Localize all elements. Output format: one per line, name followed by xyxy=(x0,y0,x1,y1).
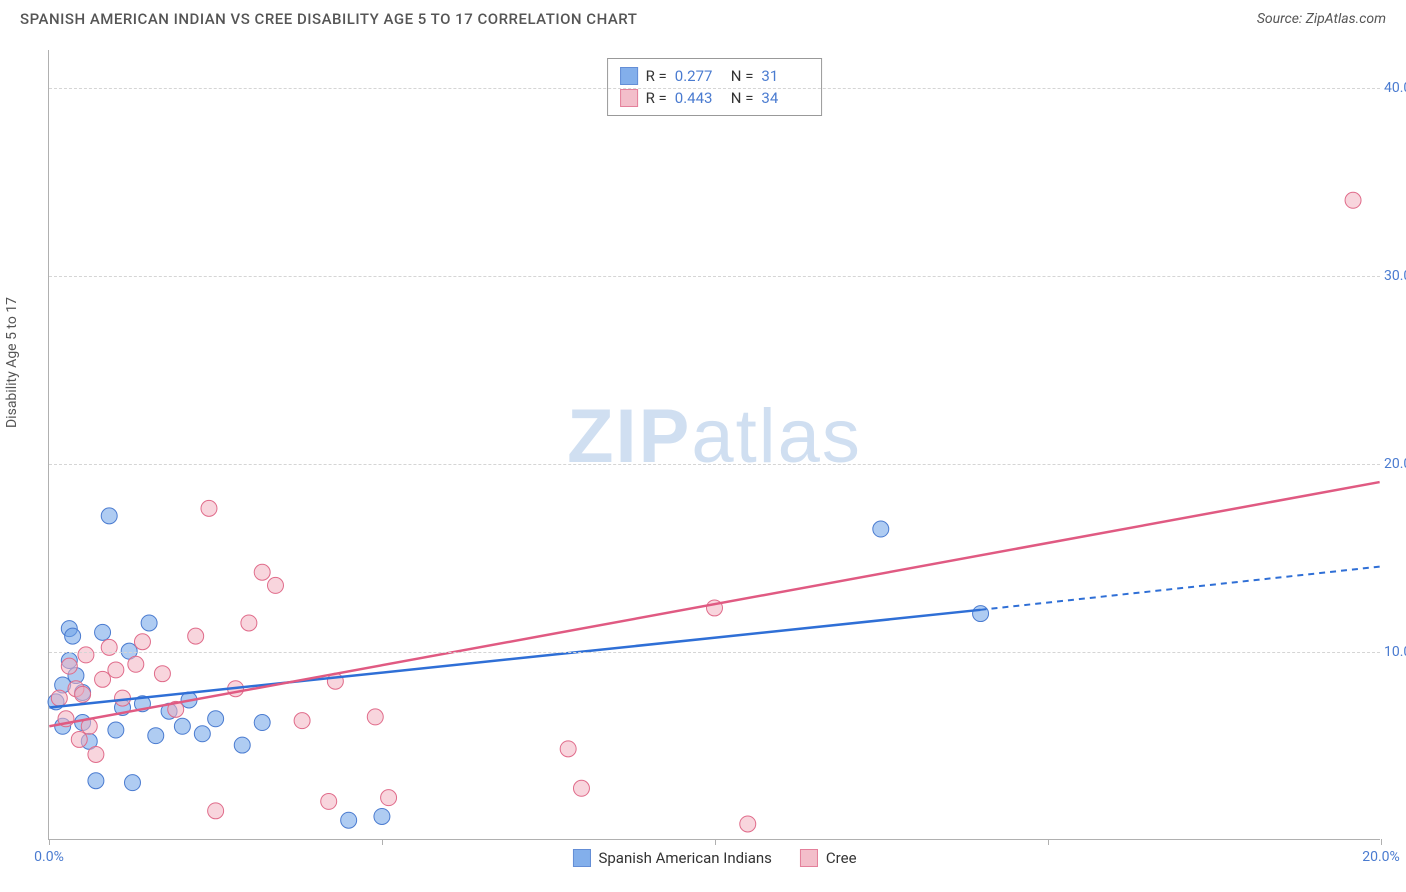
data-point xyxy=(78,647,94,663)
data-point xyxy=(208,711,224,727)
x-tick xyxy=(382,839,383,845)
data-point xyxy=(148,728,164,744)
r-value-2: 0.443 xyxy=(675,89,723,107)
data-point xyxy=(374,808,390,824)
n-label-1: N = xyxy=(731,67,754,85)
data-point xyxy=(241,615,257,631)
n-label-2: N = xyxy=(731,89,754,107)
data-point xyxy=(740,816,756,832)
data-point xyxy=(65,628,81,644)
data-point xyxy=(71,731,87,747)
scatter-svg xyxy=(49,50,1380,839)
data-point xyxy=(873,521,889,537)
gridline-h xyxy=(49,88,1380,89)
data-point xyxy=(194,726,210,742)
data-point xyxy=(254,564,270,580)
legend: Spanish American Indians Cree xyxy=(572,849,856,867)
data-point xyxy=(141,615,157,631)
data-point xyxy=(268,577,284,593)
n-value-1: 31 xyxy=(761,67,809,85)
data-point xyxy=(51,690,67,706)
stats-row-series1: R = 0.277 N = 31 xyxy=(620,65,810,87)
swatch-series2 xyxy=(620,89,638,107)
x-tick xyxy=(49,839,50,845)
data-point xyxy=(154,666,170,682)
legend-label-2: Cree xyxy=(826,849,857,867)
data-point xyxy=(174,718,190,734)
x-tick-label: 0.0% xyxy=(34,849,64,865)
chart-plot-area: ZIPatlas R = 0.277 N = 31 R = 0.443 N = … xyxy=(48,50,1380,840)
legend-item-series1: Spanish American Indians xyxy=(572,849,771,867)
y-tick-label: 20.0% xyxy=(1384,456,1406,472)
data-point xyxy=(95,624,111,640)
legend-label-1: Spanish American Indians xyxy=(598,849,771,867)
x-tick xyxy=(1048,839,1049,845)
data-point xyxy=(294,713,310,729)
gridline-h xyxy=(49,464,1380,465)
stats-row-series2: R = 0.443 N = 34 xyxy=(620,87,810,109)
data-point xyxy=(108,722,124,738)
legend-swatch-2 xyxy=(800,849,818,867)
data-point xyxy=(573,780,589,796)
data-point xyxy=(101,508,117,524)
data-point xyxy=(108,662,124,678)
swatch-series1 xyxy=(620,67,638,85)
chart-title: SPANISH AMERICAN INDIAN VS CREE DISABILI… xyxy=(20,10,637,28)
data-point xyxy=(208,803,224,819)
data-point xyxy=(381,790,397,806)
gridline-h xyxy=(49,652,1380,653)
y-axis-label: Disability Age 5 to 17 xyxy=(4,297,20,428)
data-point xyxy=(95,671,111,687)
data-point xyxy=(75,686,91,702)
r-label-1: R = xyxy=(646,67,667,85)
data-point xyxy=(321,793,337,809)
r-value-1: 0.277 xyxy=(675,67,723,85)
data-point xyxy=(1345,192,1361,208)
data-point xyxy=(367,709,383,725)
y-tick-label: 30.0% xyxy=(1384,268,1406,284)
y-tick-label: 10.0% xyxy=(1384,644,1406,660)
data-point xyxy=(124,775,140,791)
x-tick-label: 20.0% xyxy=(1362,849,1400,865)
data-point xyxy=(61,658,77,674)
gridline-h xyxy=(49,276,1380,277)
data-point xyxy=(88,773,104,789)
data-point xyxy=(188,628,204,644)
data-point xyxy=(128,656,144,672)
trend-line-dashed xyxy=(981,567,1380,610)
data-point xyxy=(973,606,989,622)
r-label-2: R = xyxy=(646,89,667,107)
trend-line xyxy=(49,482,1379,726)
n-value-2: 34 xyxy=(761,89,809,107)
x-tick xyxy=(715,839,716,845)
data-point xyxy=(254,715,270,731)
chart-header: SPANISH AMERICAN INDIAN VS CREE DISABILI… xyxy=(0,0,1406,36)
legend-item-series2: Cree xyxy=(800,849,857,867)
data-point xyxy=(341,812,357,828)
data-point xyxy=(101,639,117,655)
chart-source: Source: ZipAtlas.com xyxy=(1257,11,1386,27)
data-point xyxy=(88,746,104,762)
legend-swatch-1 xyxy=(572,849,590,867)
data-point xyxy=(234,737,250,753)
data-point xyxy=(560,741,576,757)
data-point xyxy=(201,500,217,516)
y-tick-label: 40.0% xyxy=(1384,80,1406,96)
data-point xyxy=(134,634,150,650)
x-tick xyxy=(1381,839,1382,845)
trend-line xyxy=(49,610,980,708)
